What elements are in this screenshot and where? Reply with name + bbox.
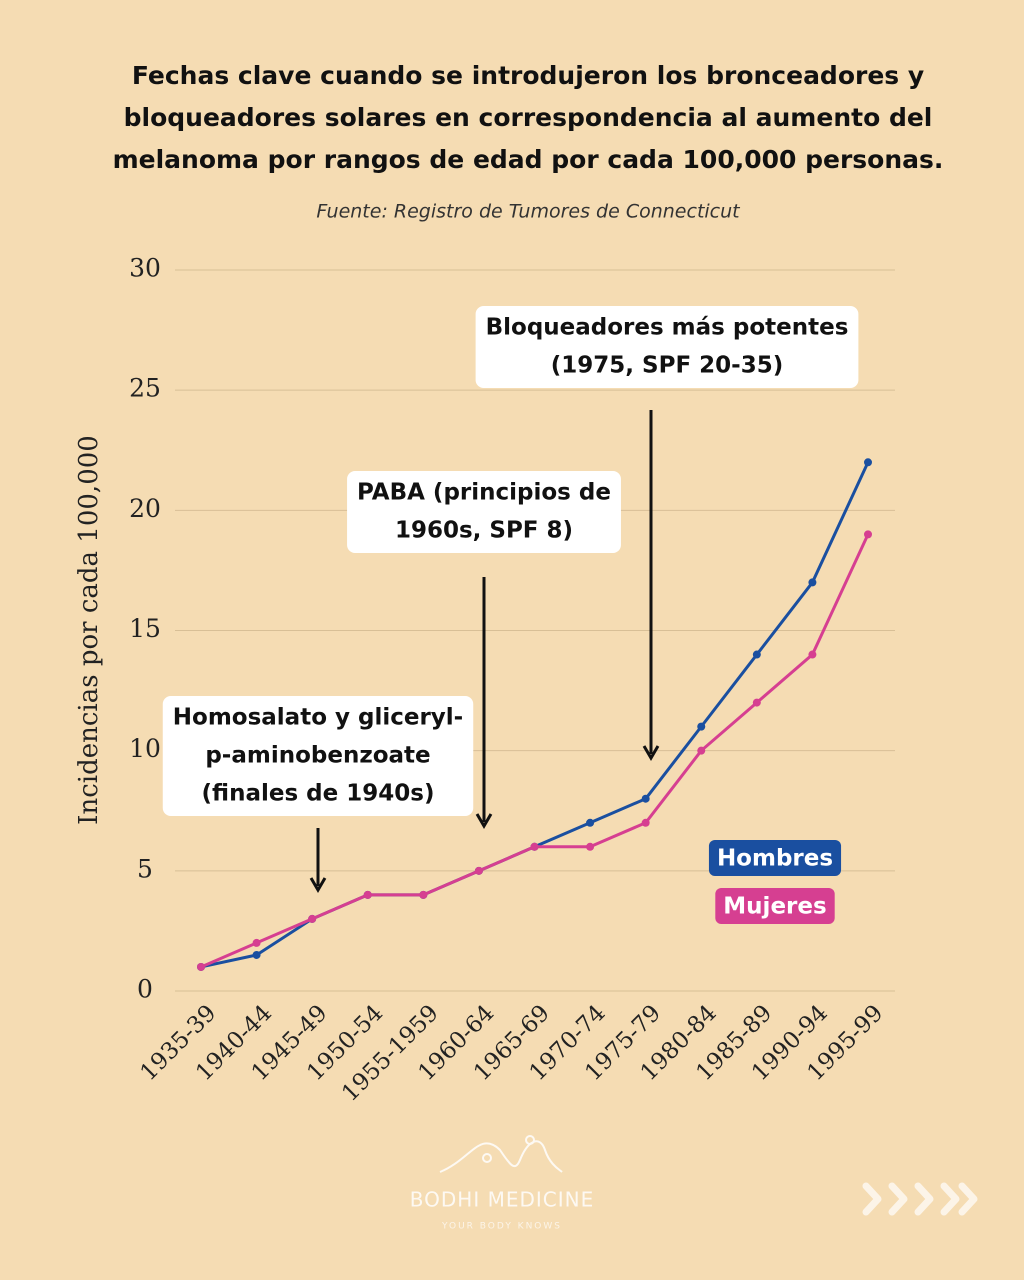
annotation-arrowhead xyxy=(309,877,327,893)
annotation-text: Homosalato y gliceryl- xyxy=(173,705,463,731)
legend-box xyxy=(708,840,842,876)
data-point xyxy=(864,530,872,539)
logo xyxy=(439,1135,563,1173)
data-point xyxy=(308,914,317,923)
data-point xyxy=(586,842,595,851)
annotation-text: (1975, SPF 20-35) xyxy=(551,353,783,379)
y-tick-label: 5 xyxy=(137,854,153,883)
chart-title: Fechas clave cuando se introdujeron los … xyxy=(132,61,924,90)
data-point xyxy=(808,650,817,659)
annotation: Bloqueadores más potentes (1975, SPF 20-3… xyxy=(475,306,859,388)
data-point xyxy=(641,794,650,803)
next-arrows xyxy=(862,1182,978,1216)
data-point xyxy=(864,458,872,467)
brand-name: BODHI MEDICINE xyxy=(410,1188,594,1212)
data-point xyxy=(641,818,650,827)
annotation-box xyxy=(347,471,621,553)
y-tick-label: 30 xyxy=(129,254,161,283)
y-tick-label: 10 xyxy=(129,734,161,763)
annotation-box xyxy=(475,306,859,388)
chart-title: bloqueadores solares en correspondencia … xyxy=(124,103,933,132)
data-point xyxy=(197,962,205,971)
legend-item: Hombres xyxy=(708,840,842,876)
brand-tagline: YOUR BODY KNOWS xyxy=(441,1222,562,1232)
data-point xyxy=(252,950,261,959)
annotation-arrowhead xyxy=(642,745,660,761)
annotation: Homosalato y gliceryl-p-aminobenzoate (fi… xyxy=(162,696,474,816)
legend-item: Mujeres xyxy=(715,888,835,924)
data-point xyxy=(530,842,539,851)
data-point xyxy=(697,722,706,731)
y-tick-label: 20 xyxy=(129,494,161,523)
y-tick-label: 15 xyxy=(129,614,161,643)
annotation-arrowhead xyxy=(475,813,493,829)
y-axis-label: Incidencias por cada 100,000 xyxy=(74,435,104,825)
annotation-box xyxy=(162,696,474,816)
annotation-text: p-aminobenzoate xyxy=(205,743,430,769)
annotation: PABA (principios de 1960s, SPF 8) xyxy=(347,471,621,553)
data-point xyxy=(474,866,483,875)
data-point xyxy=(752,698,761,707)
data-point xyxy=(697,746,706,755)
legend-label: Mujeres xyxy=(723,894,826,920)
y-tick-label: 25 xyxy=(129,374,161,403)
chart-title: melanoma por rangos de edad por cada 100… xyxy=(113,145,944,174)
annotation-text: PABA (principios de xyxy=(357,480,611,506)
legend-box xyxy=(715,888,835,924)
data-point xyxy=(752,650,761,659)
subtitle: Fuente: Registro de Tumores de Connectic… xyxy=(316,201,741,223)
annotation-text: 1960s, SPF 8) xyxy=(395,518,573,544)
legend-label: Hombres xyxy=(717,846,833,872)
data-point xyxy=(586,818,595,827)
data-point xyxy=(252,938,261,947)
y-tick-label: 0 xyxy=(137,975,153,1004)
annotation-text: Bloqueadores más potentes xyxy=(486,315,849,341)
annotation-text: (finales de 1940s) xyxy=(202,781,435,807)
data-point xyxy=(808,578,817,587)
data-point xyxy=(363,890,372,899)
data-point xyxy=(419,890,428,899)
